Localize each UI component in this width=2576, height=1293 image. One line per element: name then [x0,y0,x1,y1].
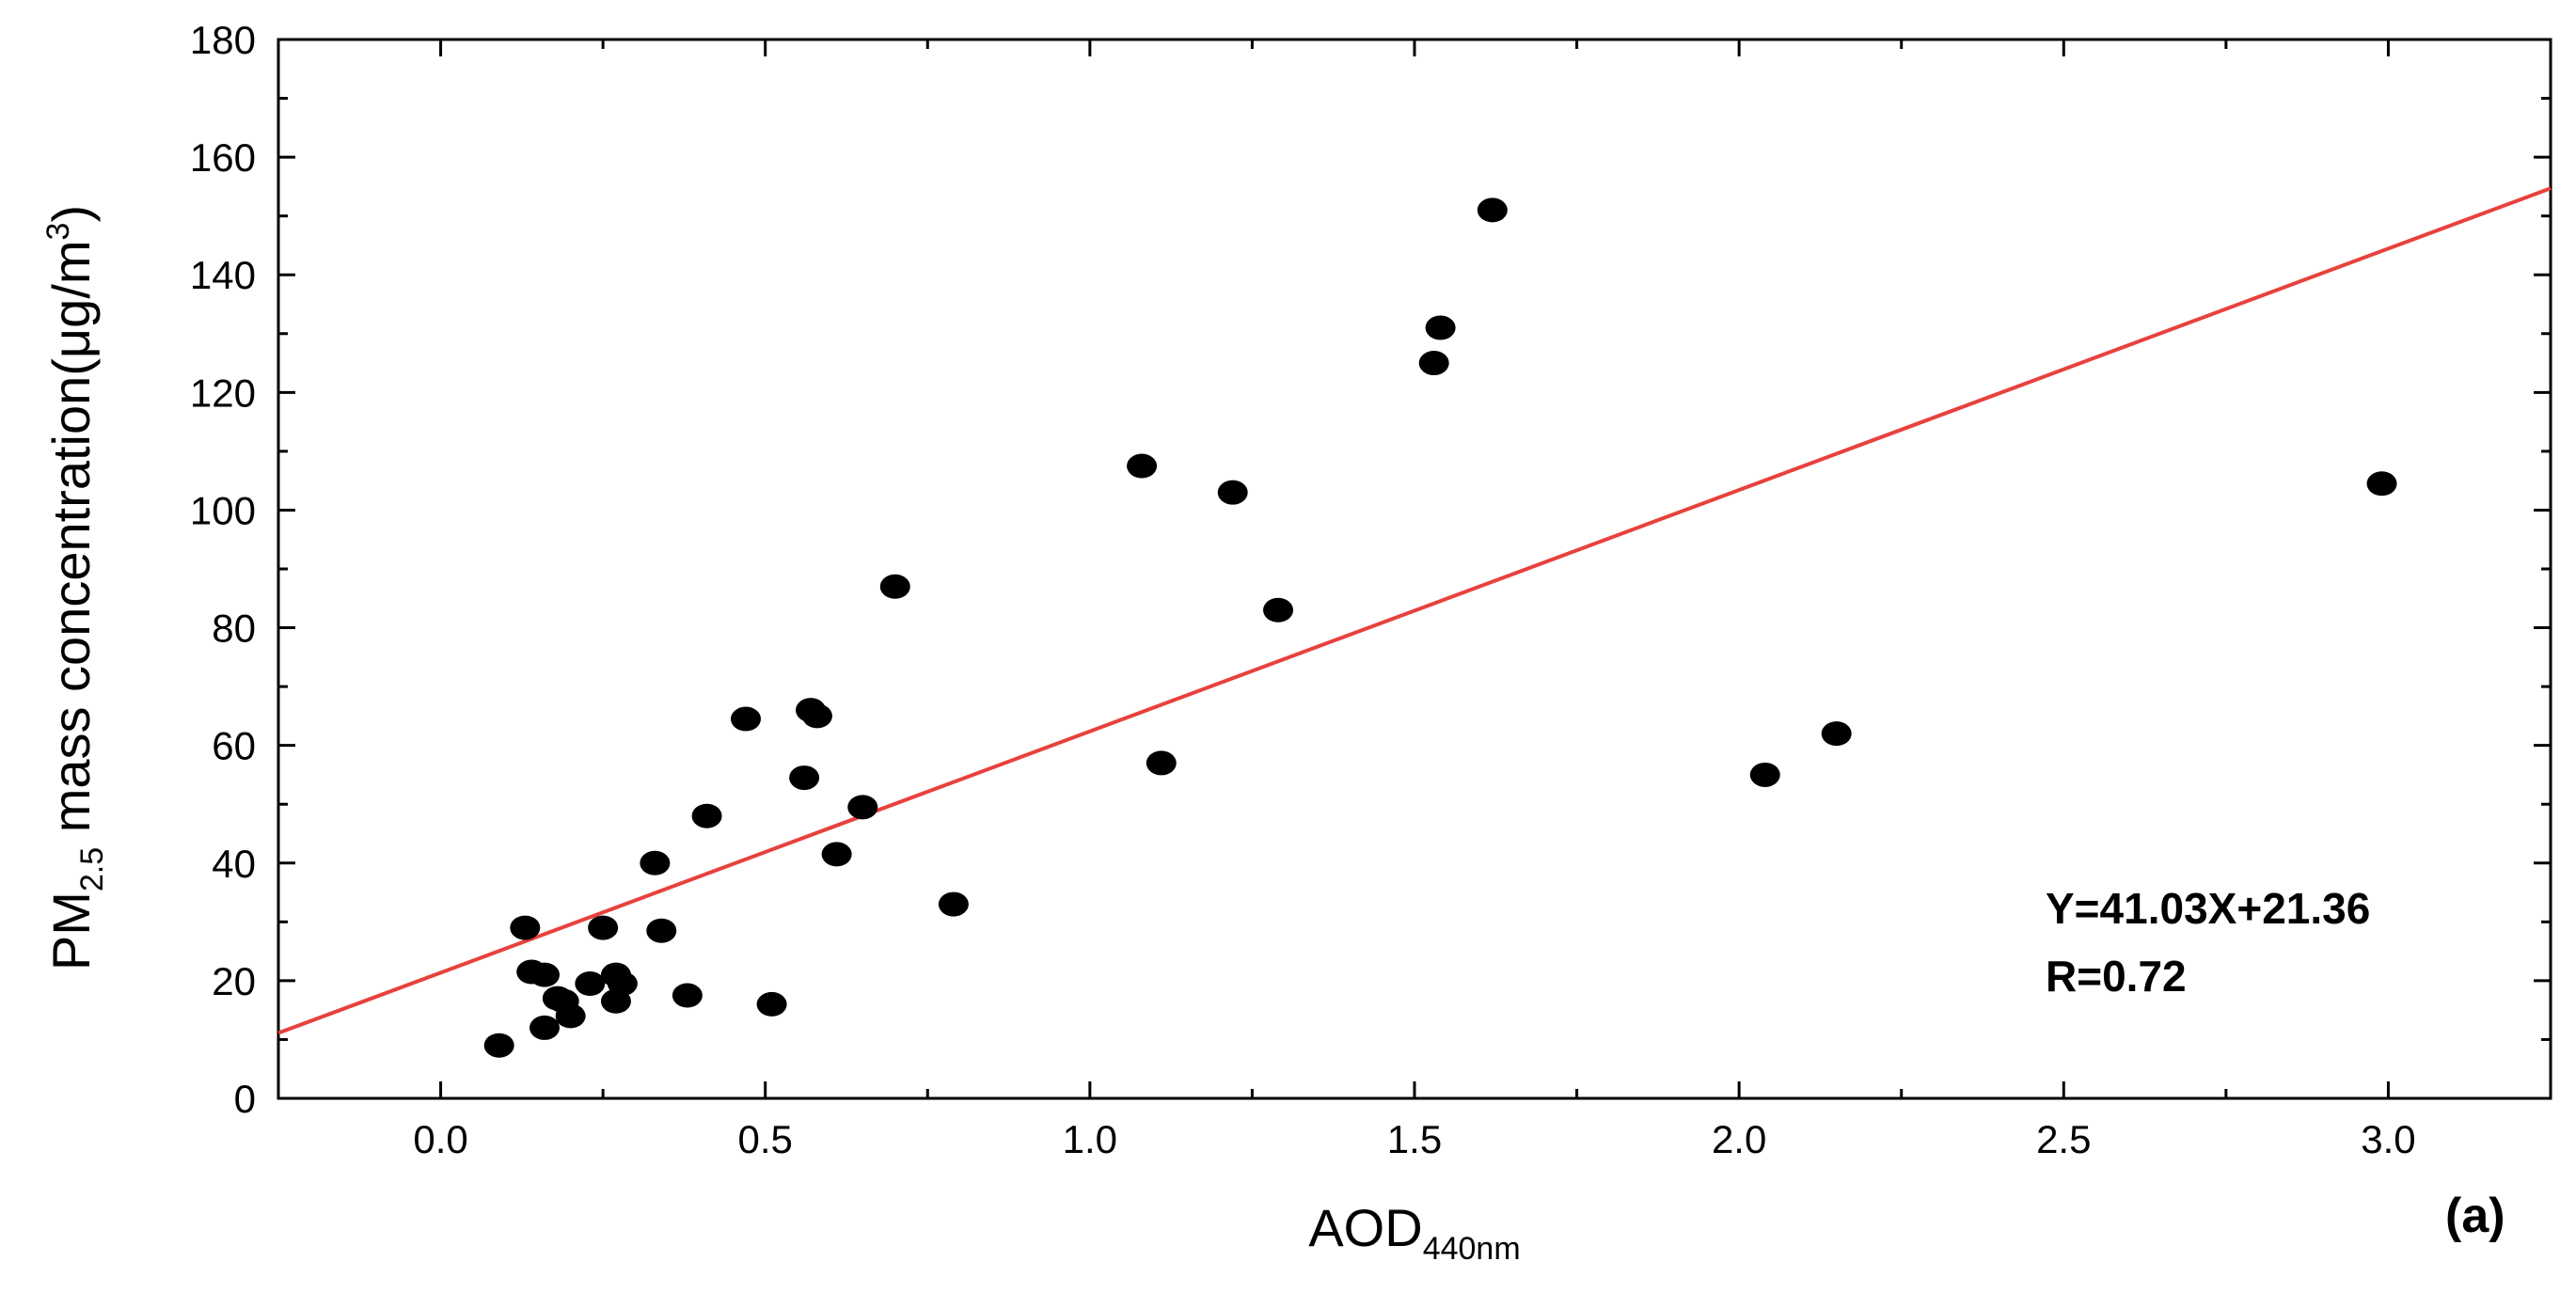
y-axis-title-pre: PM [41,891,101,970]
data-point-29 [1217,480,1248,505]
data-point-10 [588,915,619,940]
y-axis-ticks: 0 20 40 60 80 100 120 140 160 180 [190,18,2551,1121]
data-point-1 [483,1033,514,1058]
regression-equation: Y=41.03X+21.36 [2046,884,2370,933]
data-point-28 [1146,750,1177,776]
panel-label: (a) [2445,1189,2505,1243]
data-point-4 [529,962,561,987]
y-tick-label: 60 [212,724,256,768]
data-point-30 [1263,597,1294,623]
y-axis-title: PM2.5 mass concentration(μg/m3) [40,205,110,970]
data-points [483,197,2397,1058]
data-point-9 [575,971,606,997]
x-tick-label: 3.0 [2361,1117,2415,1161]
data-point-13 [607,971,638,997]
data-point-15 [646,918,677,943]
y-axis-title-mid: mass concentration(μg/m [41,240,101,846]
data-point-25 [879,574,910,599]
x-axis-title: AOD440nm [1308,1198,1520,1267]
y-axis-title-sup: 3 [40,223,76,241]
regression-line [277,186,2552,1035]
x-axis-title-sub: 440nm [1423,1231,1521,1267]
data-point-16 [672,983,703,1008]
data-point-18 [731,706,762,732]
x-axis-title-main: AOD [1308,1198,1422,1257]
data-point-26 [938,891,969,917]
plot-border [277,38,2552,1100]
y-axis-title-sub: 2.5 [74,847,110,891]
data-point-17 [691,803,722,828]
data-point-27 [1127,453,1158,479]
x-axis-ticks: 0.0 0.5 1.0 1.5 2.0 2.5 3.0 [277,39,2552,1161]
plot-frame [277,38,2552,1100]
y-tick-label: 20 [212,959,256,1003]
data-point-35 [1821,721,1852,747]
data-point-5 [529,1015,561,1040]
data-point-36 [2366,471,2397,497]
data-point-19 [756,991,787,1017]
x-tick-label: 2.0 [1712,1117,1766,1161]
data-point-34 [1749,762,1780,787]
data-point-20 [789,765,820,791]
fit-line-layer [277,186,2552,1035]
y-tick-label: 120 [190,371,256,415]
data-point-31 [1418,351,1449,376]
y-axis-title-post: ) [41,205,101,223]
y-tick-label: 0 [234,1077,256,1121]
data-point-23 [821,842,852,867]
data-point-14 [640,850,671,875]
y-tick-label: 40 [212,842,256,886]
x-tick-label: 2.5 [2036,1117,2091,1161]
x-tick-label: 1.0 [1063,1117,1117,1161]
y-tick-label: 140 [190,253,256,297]
y-tick-label: 80 [212,607,256,651]
x-tick-label: 1.5 [1387,1117,1442,1161]
x-tick-label: 0.5 [738,1117,793,1161]
data-point-8 [555,1003,586,1029]
correlation-coefficient: R=0.72 [2046,952,2187,1001]
data-point-22 [801,703,832,729]
data-point-33 [1477,197,1508,223]
y-tick-label: 160 [190,135,256,180]
data-point-2 [510,915,541,940]
y-tick-label: 100 [190,488,256,532]
data-point-24 [847,795,878,820]
data-point-32 [1425,315,1456,340]
x-tick-label: 0.0 [413,1117,467,1161]
y-tick-label: 180 [190,18,256,62]
